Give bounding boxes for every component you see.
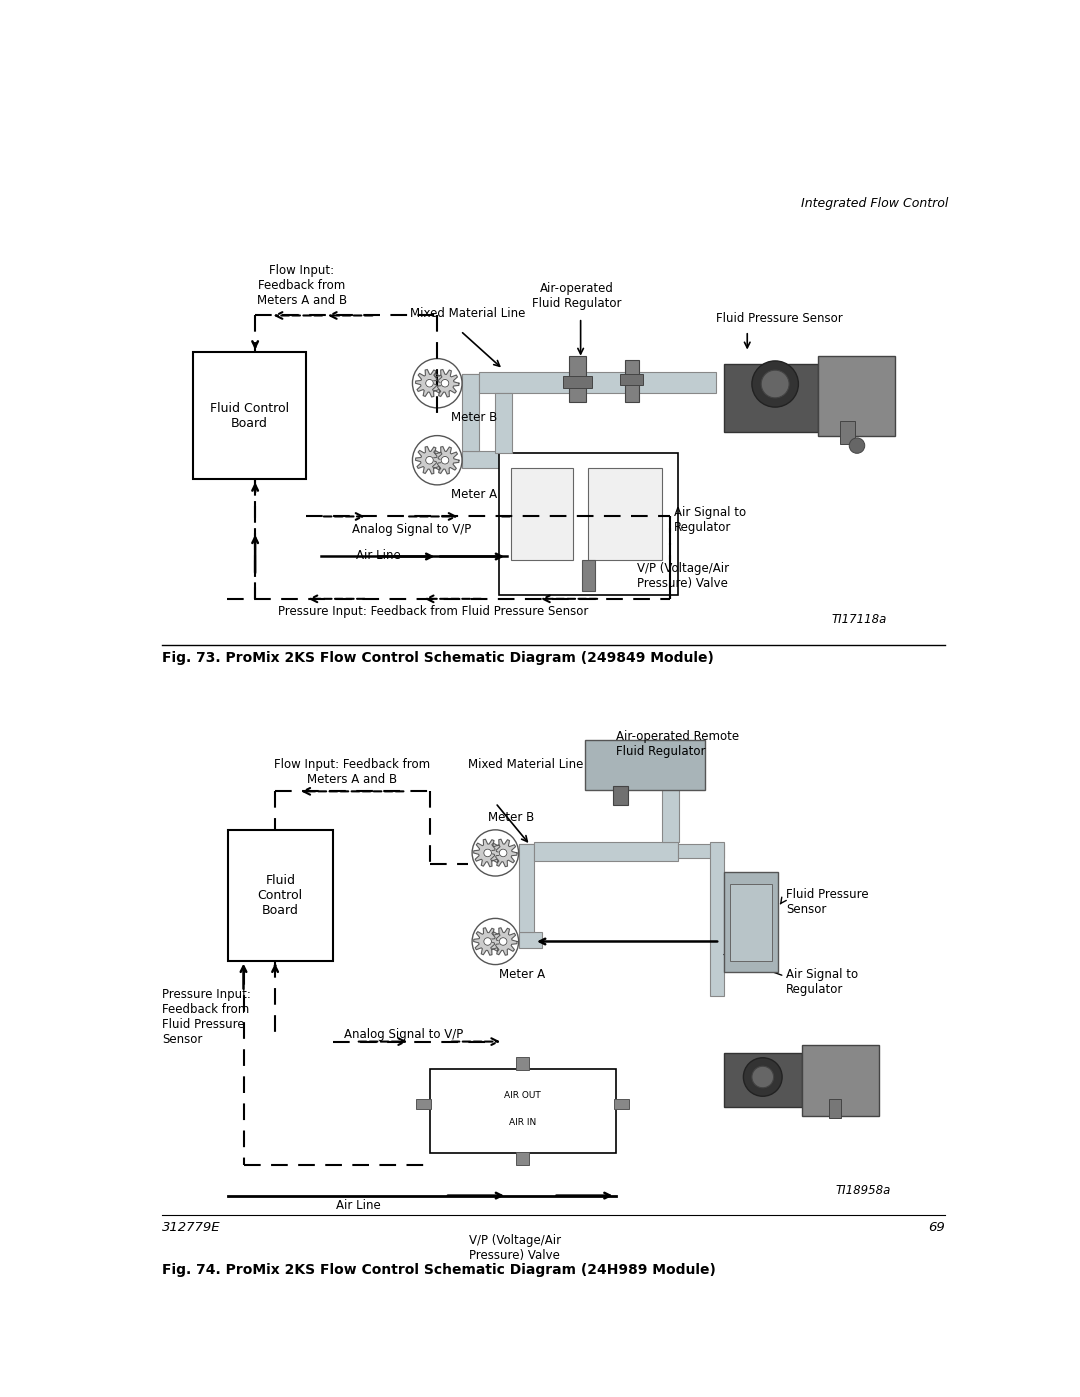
Polygon shape [474,840,501,866]
Polygon shape [431,370,459,397]
Text: AIR OUT: AIR OUT [504,1091,541,1099]
Bar [462,374,531,391]
Circle shape [484,849,491,856]
Text: Fluid
Control
Board: Fluid Control Board [258,873,302,916]
Circle shape [441,457,449,464]
Bar [462,451,504,468]
Circle shape [499,849,507,856]
Bar [416,1099,431,1109]
Text: Air Signal to
Regulator: Air Signal to Regulator [786,968,859,996]
Circle shape [484,937,491,946]
Bar [480,372,716,393]
Bar [582,560,595,591]
Circle shape [499,937,507,946]
Bar [193,352,306,479]
Text: Flow Input:
Feedback from
Meters A and B: Flow Input: Feedback from Meters A and B [257,264,347,307]
Bar [228,830,333,961]
Text: AIR IN: AIR IN [509,1118,536,1127]
Bar [613,1099,630,1109]
Text: Fluid Pressure
Sensor: Fluid Pressure Sensor [786,887,868,915]
Circle shape [426,380,433,387]
Bar [511,468,572,560]
Bar [516,1058,529,1070]
Text: Fig. 73. ProMix 2KS Flow Control Schematic Diagram (249849 Module): Fig. 73. ProMix 2KS Flow Control Schemat… [162,651,714,665]
Text: Flow Input: Feedback from
Meters A and B: Flow Input: Feedback from Meters A and B [274,759,430,787]
Bar [818,356,894,436]
Text: Meter B: Meter B [451,411,498,423]
Text: V/P (Voltage/Air
Pressure) Valve: V/P (Voltage/Air Pressure) Valve [469,1234,561,1261]
Text: Pressure Input:
Feedback from
Fluid Pressure
Sensor: Pressure Input: Feedback from Fluid Pres… [162,988,251,1046]
Circle shape [426,457,433,464]
Bar [569,356,586,402]
Text: Mixed Material Line: Mixed Material Line [410,307,526,320]
Circle shape [761,370,789,398]
Text: Fluid Pressure Sensor: Fluid Pressure Sensor [716,313,843,326]
Bar [840,420,855,444]
Polygon shape [474,928,501,956]
Text: 312779E: 312779E [162,1221,220,1234]
Bar [620,374,644,384]
Circle shape [752,1066,773,1088]
Polygon shape [489,840,517,866]
Bar [430,1069,616,1154]
Text: Meter A: Meter A [499,968,545,982]
Text: Fig. 74. ProMix 2KS Flow Control Schematic Diagram (24H989 Module): Fig. 74. ProMix 2KS Flow Control Schemat… [162,1263,716,1277]
Text: Air Line: Air Line [356,549,401,562]
Bar [495,393,512,453]
Text: V/P (Voltage/Air
Pressure) Valve: V/P (Voltage/Air Pressure) Valve [637,562,729,590]
Circle shape [472,918,518,964]
Text: Fluid Control
Board: Fluid Control Board [210,402,288,430]
Polygon shape [416,447,444,474]
Bar [710,842,724,996]
Bar [518,844,535,932]
Text: 69: 69 [928,1221,945,1234]
Circle shape [752,360,798,407]
Bar [516,1151,529,1165]
Text: Air Signal to
Regulator: Air Signal to Regulator [674,507,746,535]
Circle shape [413,359,462,408]
Text: Integrated Flow Control: Integrated Flow Control [801,197,948,210]
Bar [535,842,677,861]
Text: Mixed Material Line: Mixed Material Line [469,759,583,771]
Bar [625,360,638,402]
Bar [584,740,704,789]
Bar [801,1045,879,1116]
Text: Air-operated
Fluid Regulator: Air-operated Fluid Regulator [532,282,621,310]
Bar [589,468,662,560]
Polygon shape [431,447,459,474]
Text: Analog Signal to V/P: Analog Signal to V/P [352,524,471,536]
Text: TI17118a: TI17118a [832,613,887,626]
Bar [724,872,779,972]
Polygon shape [489,928,517,956]
Bar [662,780,679,842]
Circle shape [743,1058,782,1097]
Circle shape [472,830,518,876]
Bar [518,844,569,859]
Bar [829,1098,841,1118]
Text: Analog Signal to V/P: Analog Signal to V/P [345,1028,463,1041]
Text: Meter A: Meter A [451,488,497,502]
Circle shape [413,436,462,485]
Bar [612,787,629,805]
Bar [730,884,772,961]
Text: TI18958a: TI18958a [835,1185,891,1197]
Circle shape [849,437,865,453]
Text: Air Line: Air Line [337,1200,381,1213]
Bar [462,374,480,451]
Text: Meter B: Meter B [488,810,534,824]
Bar [518,932,542,947]
Bar [724,1053,801,1106]
Text: Air-operated Remote
Fluid Regulator: Air-operated Remote Fluid Regulator [616,729,739,757]
Bar [677,844,724,858]
Circle shape [441,380,449,387]
Bar [724,365,818,432]
Text: Pressure Input: Feedback from Fluid Pressure Sensor: Pressure Input: Feedback from Fluid Pres… [279,605,589,617]
Bar [563,376,592,388]
Polygon shape [416,370,444,397]
Bar [499,453,677,595]
